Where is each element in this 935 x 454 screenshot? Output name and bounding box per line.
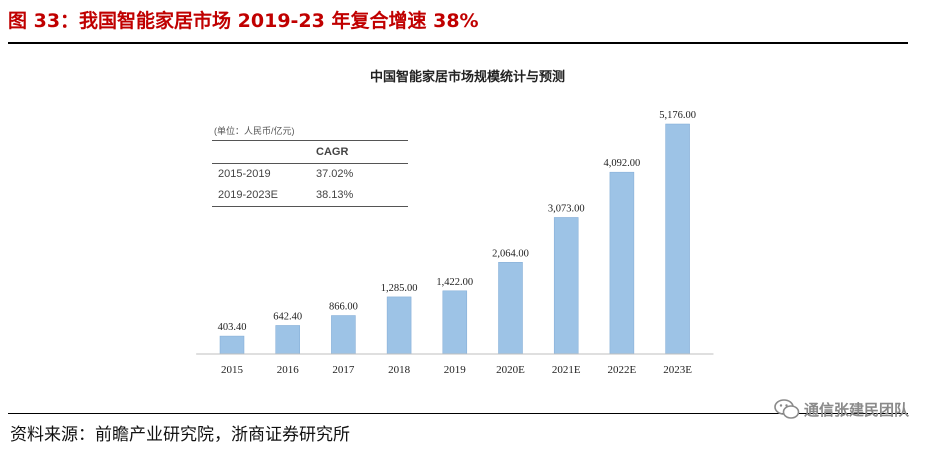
bar-2022E — [609, 171, 635, 355]
value-label: 4,092.00 — [604, 158, 641, 169]
source-divider — [8, 413, 908, 414]
bar-2019 — [442, 290, 468, 355]
watermark-text: 通信张建民团队 — [803, 400, 909, 419]
cagr-value: 38.13% — [316, 189, 354, 201]
value-label: 1,422.00 — [436, 277, 473, 288]
value-label: 3,073.00 — [548, 203, 585, 214]
cagr-table: (单位：人民币/亿元) CAGR 2015-2019 37.02% 2019-2… — [212, 122, 408, 207]
chart-title: 中国智能家居市场规模统计与预测 — [369, 70, 565, 85]
bar-2015 — [219, 335, 245, 355]
category-label: 2023E — [663, 364, 692, 376]
source-note: 资料来源：前瞻产业研究院，浙商证券研究所 — [10, 425, 350, 445]
figure-title: 图 33：我国智能家居市场 2019-23 年复合增速 38% — [8, 10, 479, 32]
cagr-unit-note: (单位：人民币/亿元) — [214, 126, 295, 136]
cagr-header: CAGR — [212, 140, 408, 164]
title-divider — [8, 42, 908, 44]
bar-2021E — [553, 217, 579, 355]
bar-2016 — [275, 325, 300, 355]
category-label: 2022E — [608, 364, 637, 376]
value-label: 2,064.00 — [492, 248, 529, 259]
cagr-period: 2015-2019 — [218, 168, 271, 180]
bar-2020E — [498, 262, 523, 355]
value-label: 5,176.00 — [659, 110, 696, 121]
value-label: 866.00 — [329, 302, 358, 313]
cagr-value: 37.02% — [316, 168, 354, 180]
watermark: 通信张建民团队 — [774, 398, 909, 420]
wechat-icon — [774, 399, 800, 419]
bar-group — [219, 123, 690, 355]
bar-2023E — [665, 123, 690, 355]
value-label-group: 403.40 642.40 866.00 1,285.00 1,422.00 2,064.… — [218, 110, 696, 333]
value-label: 403.40 — [218, 322, 247, 333]
bar-2018 — [386, 296, 412, 355]
category-label: 2020E — [496, 364, 525, 376]
category-label: 2015 — [221, 364, 244, 376]
value-label: 642.40 — [273, 311, 302, 322]
category-label-group: 2015 2016 2017 2018 2019 2020E 2021E 2022E 2023E — [221, 364, 692, 376]
category-label: 2017 — [332, 364, 355, 376]
cagr-row: 2015-2019 37.02% — [212, 164, 408, 185]
category-label: 2019 — [444, 364, 467, 376]
value-label: 1,285.00 — [381, 283, 418, 294]
cagr-row: 2019-2023E 38.13% — [212, 185, 408, 207]
category-label: 2018 — [388, 364, 411, 376]
category-label: 2021E — [552, 364, 581, 376]
category-label: 2016 — [277, 364, 300, 376]
cagr-period: 2019-2023E — [218, 189, 278, 201]
bar-2017 — [331, 315, 356, 355]
